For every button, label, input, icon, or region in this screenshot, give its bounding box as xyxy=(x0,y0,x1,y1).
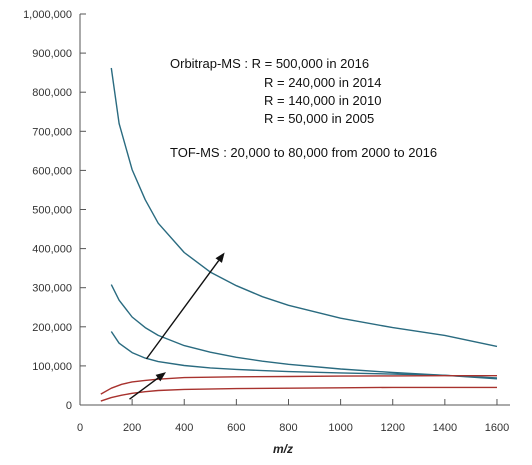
y-tick-label: 500,000 xyxy=(32,205,72,217)
arrow-shaft-2 xyxy=(129,377,159,400)
arrow-head-1 xyxy=(215,252,225,263)
orbitrap-series-line-3 xyxy=(110,331,498,379)
y-tick-label: 600,000 xyxy=(32,165,72,177)
x-axis-title: m/z xyxy=(273,442,293,456)
orbitrap-series-line-1 xyxy=(110,67,498,348)
y-tick-label: 1,000,000 xyxy=(23,9,72,21)
y-axis-ticks: 0 100,000 200,000 300,000 400,000 500,000 600,… xyxy=(23,9,86,412)
series-group xyxy=(100,67,498,402)
axes xyxy=(79,14,510,406)
y-tick-label: 200,000 xyxy=(32,322,72,334)
orbitrap-annotation-line-4: R = 50,000 in 2005 xyxy=(264,111,374,126)
y-tick-label: 300,000 xyxy=(32,283,72,295)
y-tick-label: 100,000 xyxy=(32,361,72,373)
arrow-head-2 xyxy=(155,372,166,382)
x-tick-label: 1000 xyxy=(328,422,352,434)
x-tick-label: 400 xyxy=(175,422,193,434)
x-tick-label: 1200 xyxy=(380,422,404,434)
x-tick-label: 800 xyxy=(279,422,297,434)
orbitrap-annotation-line-3: R = 140,000 in 2010 xyxy=(264,93,381,108)
x-axis-ticks: 0 200 400 600 800 1000 1200 1400 1600 xyxy=(77,399,509,434)
x-tick-label: 600 xyxy=(227,422,245,434)
tof-annotation: TOF-MS : 20,000 to 80,000 from 2000 to 2… xyxy=(170,145,437,160)
x-tick-label: 1600 xyxy=(485,422,509,434)
orbitrap-annotation-line-2: R = 240,000 in 2014 xyxy=(264,75,381,90)
x-tick-label: 0 xyxy=(77,422,83,434)
arrows-group xyxy=(129,252,225,400)
tof-series-line-5 xyxy=(100,386,497,402)
arrow-shaft-1 xyxy=(145,260,220,360)
y-tick-label: 0 xyxy=(66,400,72,412)
orbitrap-annotation-line-1: Orbitrap-MS : R = 500,000 in 2016 xyxy=(170,56,369,71)
y-tick-label: 900,000 xyxy=(32,48,72,60)
y-tick-label: 400,000 xyxy=(32,244,72,256)
tof-series-line-4 xyxy=(100,375,497,395)
orbitrap-series-line-2 xyxy=(110,284,498,380)
y-tick-label: 700,000 xyxy=(32,126,72,138)
x-tick-label: 200 xyxy=(123,422,141,434)
x-tick-label: 1400 xyxy=(433,422,457,434)
y-tick-label: 800,000 xyxy=(32,87,72,99)
